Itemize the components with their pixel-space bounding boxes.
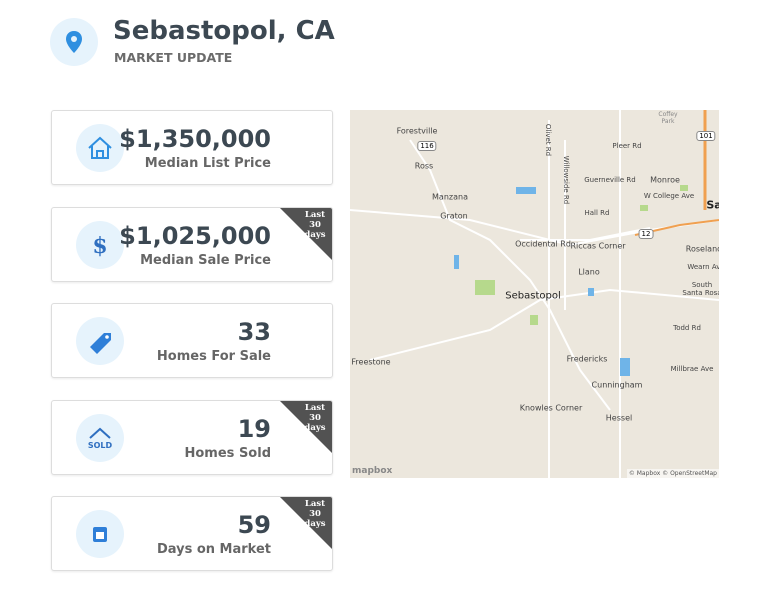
stat-label: Homes For Sale: [156, 349, 271, 364]
badge-text: Last 30 days: [304, 499, 326, 529]
map-attribution[interactable]: © Mapbox © OpenStreetMap: [626, 469, 719, 478]
stat-card: SOLD 19 Homes Sold Last 30 days: [51, 400, 333, 475]
stat-card: 33 Homes For Sale: [51, 303, 333, 378]
map-label: Ross: [414, 161, 434, 171]
stat-value: 19: [237, 415, 271, 443]
badge: [280, 497, 332, 549]
location-icon: [50, 18, 98, 66]
map-label: Millbrae Ave: [670, 365, 714, 373]
map-label: Pleer Rd: [612, 142, 642, 150]
map-logo: mapbox: [352, 466, 393, 476]
badge: [280, 208, 332, 260]
map-label: Sa: [706, 198, 719, 212]
badge: [280, 401, 332, 453]
map-label: South Santa Rosa: [682, 281, 719, 297]
map-label: Hall Rd: [584, 209, 610, 217]
map-label: Freestone: [351, 357, 391, 367]
map-label: W College Ave: [643, 192, 695, 200]
map-label: Forestville: [396, 126, 438, 136]
home-icon: [76, 124, 124, 172]
map-label: Sebastopol: [505, 290, 561, 302]
route-shield: 12: [638, 229, 654, 239]
map-base: [350, 110, 719, 478]
map-label: Coffey Park: [658, 111, 678, 125]
stat-value: 33: [237, 318, 271, 346]
map-label: Manzana: [432, 192, 468, 202]
map-label: Guerneville Rd: [584, 176, 636, 184]
sold-icon: SOLD: [76, 414, 124, 462]
stat-label: Homes Sold: [184, 446, 272, 461]
stat-value: $1,025,000: [119, 222, 271, 250]
map[interactable]: Forestville Ross Manzana Graton Occident…: [350, 110, 719, 478]
map-label: Willowside Rd: [562, 155, 570, 205]
map-label: Llano: [578, 267, 600, 277]
tag-icon: [76, 317, 124, 365]
map-label: Todd Rd: [673, 324, 701, 332]
stat-value: 59: [237, 511, 271, 539]
map-label: Wearn Ave: [687, 263, 719, 271]
stat-label: Median List Price: [144, 156, 271, 171]
map-label: Cunningham: [591, 380, 643, 390]
map-label: Olivet Rd: [544, 123, 552, 157]
map-label: Riccas Corner: [570, 241, 626, 251]
stat-label: Median Sale Price: [140, 253, 271, 268]
map-label: Roseland: [685, 244, 719, 254]
title: Sebastopol, CA: [113, 16, 335, 46]
badge-text: Last 30 days: [304, 210, 326, 240]
stat-card: 59 Days on Market Last 30 days: [51, 496, 333, 571]
map-label: Monroe: [650, 175, 680, 185]
sold-text: SOLD: [88, 441, 113, 450]
map-label: Fredericks: [566, 354, 608, 364]
map-label: Occidental Rd: [515, 239, 571, 249]
subtitle: MARKET UPDATE: [114, 50, 233, 65]
route-shield: 101: [696, 131, 716, 141]
map-label: Hessel: [605, 413, 633, 423]
route-shield: 116: [417, 141, 437, 151]
calendar-icon: [76, 510, 124, 558]
map-label: Graton: [440, 211, 468, 221]
stat-card: $ $1,025,000 Median Sale Price Last 30 d…: [51, 207, 333, 282]
stat-value: $1,350,000: [119, 125, 271, 153]
pin: [66, 31, 82, 53]
map-label: Knowles Corner: [519, 403, 583, 413]
stat-label: Days on Market: [156, 542, 271, 557]
stat-card: $1,350,000 Median List Price: [51, 110, 333, 185]
dollar-icon: $: [76, 221, 124, 269]
badge-text: Last 30 days: [304, 403, 326, 433]
svg-text:$: $: [92, 233, 107, 259]
